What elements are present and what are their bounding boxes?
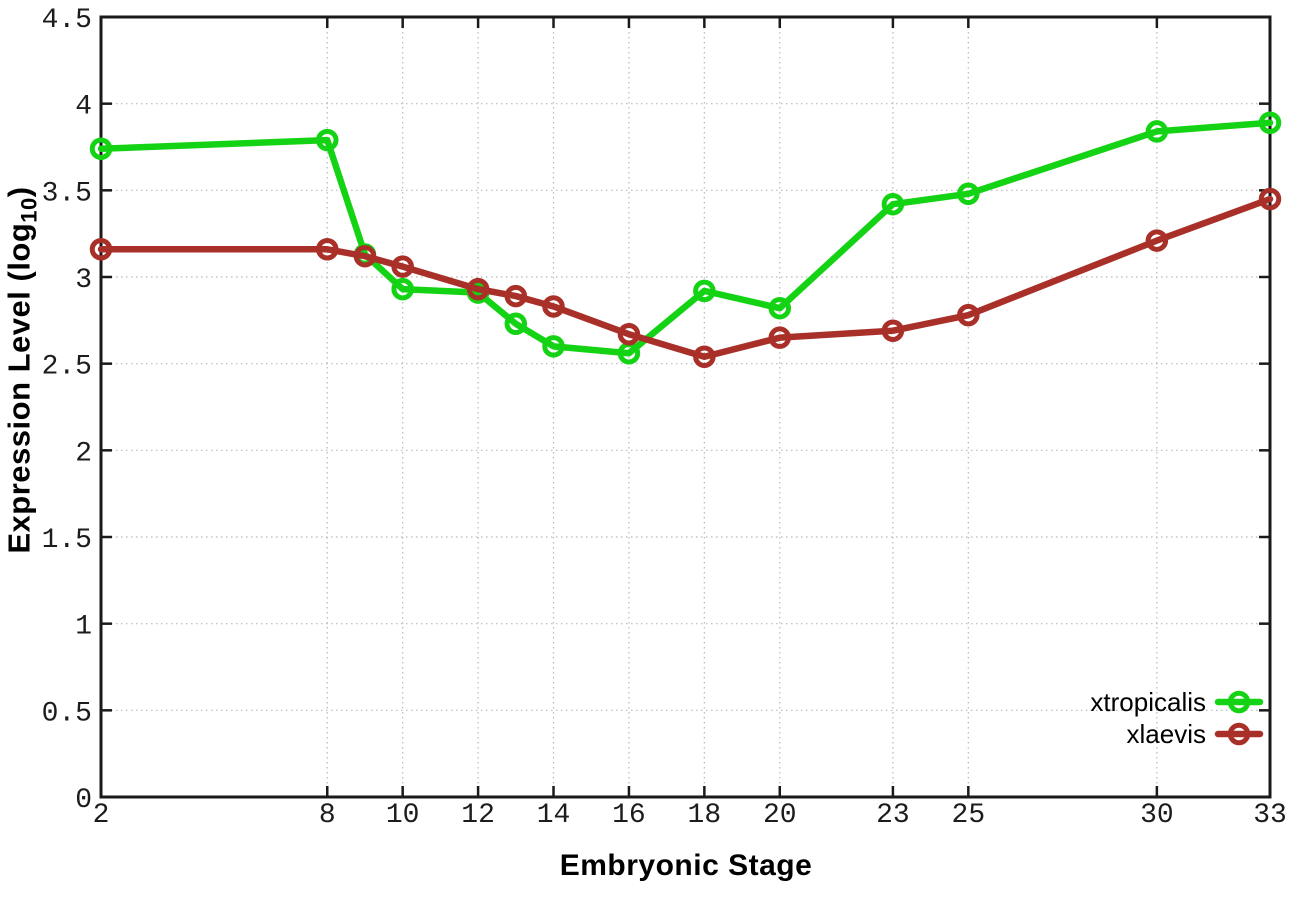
- legend-label-xtropicalis: xtropicalis: [1090, 687, 1206, 717]
- gridlines: [101, 17, 1270, 797]
- y-tick-label: 1: [75, 612, 92, 643]
- y-tick-label: 4: [75, 92, 92, 123]
- series-xtropicalis: [89, 111, 1282, 365]
- legend-label-xlaevis: xlaevis: [1127, 719, 1206, 749]
- x-tick-label: 14: [537, 800, 571, 831]
- data-point: [89, 238, 113, 261]
- y-tick-label: 2.5: [42, 352, 92, 383]
- series-xlaevis: [89, 187, 1282, 368]
- data-point: [693, 345, 716, 368]
- data-point: [504, 312, 528, 336]
- data-point: [89, 137, 113, 160]
- y-tick-label: 0: [75, 785, 92, 816]
- data-point: [693, 279, 716, 303]
- y-axis-title-close: ): [1, 186, 37, 198]
- data-point: [1145, 229, 1169, 252]
- x-tick-label: 2: [93, 800, 110, 831]
- x-tick-label: 18: [688, 800, 722, 831]
- y-tick-label: 3: [75, 265, 92, 296]
- plot-border: [99, 15, 1272, 799]
- data-point: [391, 255, 414, 278]
- data-point: [881, 192, 905, 216]
- y-tick-label: 4.5: [42, 5, 92, 36]
- axes: [99, 15, 1272, 799]
- series-line: [97, 195, 1274, 360]
- x-tick-label: 30: [1140, 800, 1174, 831]
- x-tick-label: 8: [319, 800, 336, 831]
- data-point: [617, 322, 641, 346]
- x-tick-label: 12: [461, 800, 495, 831]
- x-axis-title: Embryonic Stage: [559, 849, 813, 882]
- legend-marker-sample: [1227, 722, 1251, 746]
- data-point: [1258, 111, 1282, 134]
- x-tick-label: 33: [1253, 800, 1287, 831]
- data-point: [316, 238, 339, 261]
- data-point: [542, 295, 565, 318]
- y-axis-title: Expression Level (log10): [2, 186, 43, 553]
- data-point: [768, 296, 792, 320]
- tick-labels: 2 8 10 12 14 16 18 20 23 25 30 33 0 0.5 1 1.5 2 2.5 3 3.5 4 4…: [42, 5, 1287, 831]
- x-tick-label: 25: [952, 800, 986, 831]
- data-point: [768, 326, 792, 349]
- y-tick-label: 1.5: [42, 525, 92, 556]
- y-axis-title-text: Expression Level (log: [1, 222, 37, 554]
- data-point: [957, 182, 980, 206]
- x-tick-label: 16: [612, 800, 646, 831]
- legend-row-xlaevis: xlaevis: [1127, 719, 1264, 749]
- x-tick-label: 23: [876, 800, 910, 831]
- y-tick-label: 3.5: [42, 178, 92, 209]
- series-line: [97, 119, 1274, 357]
- y-axis-title-subscript: 10: [16, 197, 42, 223]
- x-tick-label: 20: [763, 800, 797, 831]
- data-point: [957, 303, 980, 327]
- x-tick-label: 10: [386, 800, 420, 831]
- y-tick-label: 0.5: [42, 698, 92, 729]
- data-point: [466, 277, 490, 301]
- data-point: [1145, 120, 1169, 143]
- data-point: [504, 284, 528, 308]
- data-point: [353, 244, 377, 268]
- data-point: [881, 319, 905, 342]
- y-tick-label: 2: [75, 438, 92, 469]
- legend-marker-sample: [1227, 690, 1251, 714]
- data-point: [1258, 187, 1282, 211]
- data-point: [542, 335, 565, 358]
- data-point: [391, 277, 414, 301]
- legend-row-xtropicalis: xtropicalis: [1090, 687, 1264, 717]
- data-point: [316, 128, 339, 152]
